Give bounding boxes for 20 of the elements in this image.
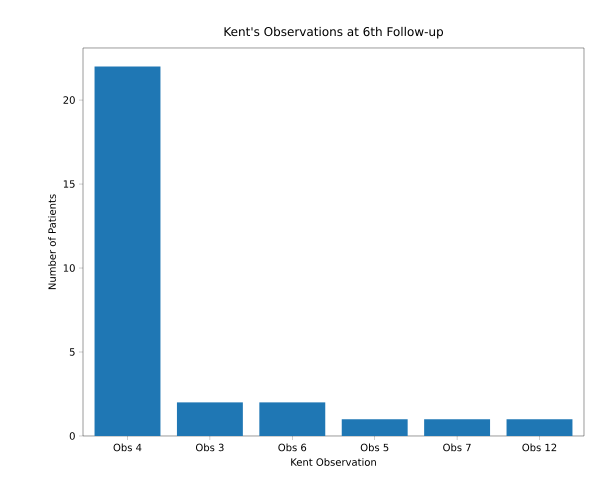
x-tick-label: Obs 4: [114, 444, 142, 452]
bar: [259, 402, 326, 436]
y-tick-label: 5: [70, 348, 75, 356]
bar: [176, 402, 243, 436]
x-tick-label: Obs 5: [360, 444, 388, 452]
x-tick-label: Obs 6: [278, 444, 306, 452]
bar: [424, 419, 490, 436]
y-tick-label: 0: [70, 432, 75, 440]
bar: [506, 419, 572, 436]
x-tick-label: Obs 7: [443, 444, 471, 452]
y-axis-title: Number of Patients: [48, 194, 56, 290]
y-tick-label: 15: [64, 180, 75, 188]
y-tick-label: 10: [64, 264, 75, 272]
bar: [94, 66, 160, 436]
y-tick-label: 20: [63, 96, 75, 104]
x-axis-title: Kent Observation: [291, 458, 376, 466]
x-tick-label: Obs 12: [522, 444, 556, 452]
bar: [342, 419, 408, 436]
chart-title: Kent's Observations at 6th Follow-up: [224, 26, 444, 38]
x-tick-label: Obs 3: [196, 444, 224, 452]
